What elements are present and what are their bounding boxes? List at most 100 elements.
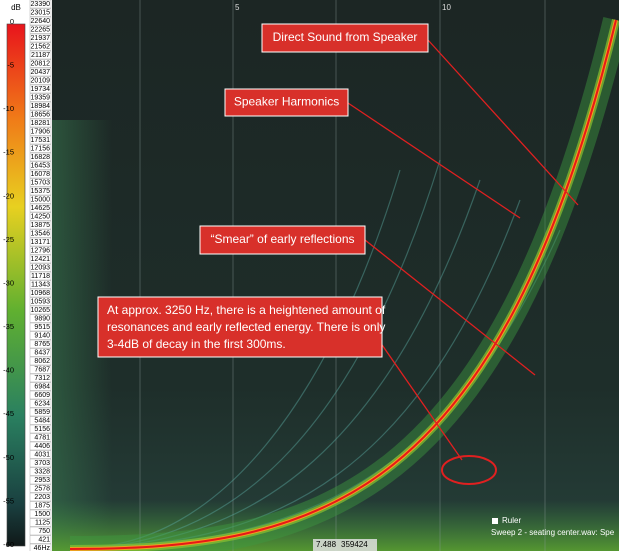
db-label: 0 <box>10 17 14 26</box>
freq-label: 18984 <box>31 103 51 110</box>
freq-label-box <box>29 25 52 34</box>
direct-sound <box>69 16 619 551</box>
arrows <box>347 39 579 485</box>
freq-label: 12421 <box>31 256 51 263</box>
harmonic-curve <box>79 179 481 549</box>
freq-label-box <box>29 416 52 425</box>
freq-label: 5859 <box>34 409 50 416</box>
freq-label-box <box>29 50 52 60</box>
freq-label: 18281 <box>31 120 51 127</box>
annotation-text: resonances and early reflected energy. T… <box>107 320 385 334</box>
freq-label-box <box>29 0 52 9</box>
freq-label-box <box>29 195 52 204</box>
freq-label-box <box>29 441 52 451</box>
freq-label: 46Hz <box>34 545 51 551</box>
freq-label-box <box>29 331 52 340</box>
freq-label-box <box>29 110 52 119</box>
freq-label-box <box>29 16 52 26</box>
time-label: 10 <box>442 3 451 12</box>
db-label: -10 <box>3 104 14 113</box>
freq-label: 2578 <box>34 485 50 492</box>
freq-label-box <box>29 118 52 128</box>
freq-label-box <box>29 314 52 323</box>
freq-label: 2953 <box>34 477 50 484</box>
freq-label-box <box>29 67 52 77</box>
freq-label: 4031 <box>34 451 50 458</box>
freq-label: 1500 <box>34 511 50 518</box>
freq-label: 750 <box>38 528 50 535</box>
freq-label-box <box>29 152 52 162</box>
freq-label: 21187 <box>31 52 50 59</box>
annotation-box <box>224 88 349 117</box>
db-label: -40 <box>3 366 14 375</box>
freq-label: 7687 <box>34 366 50 373</box>
freq-label: 6984 <box>34 383 50 390</box>
legend-ruler: Ruler <box>502 516 521 525</box>
readout-time: 7.488 <box>316 540 337 549</box>
freq-label: 20437 <box>31 69 51 76</box>
freq-label-box <box>29 220 52 230</box>
arrow <box>364 239 536 376</box>
freq-label: 13546 <box>31 230 51 237</box>
color-bar <box>6 23 26 547</box>
freq-label-box <box>29 390 52 400</box>
time-label: 5 <box>235 3 240 12</box>
freq-label: 14625 <box>31 205 51 212</box>
freq-label-box <box>29 229 52 238</box>
db-label: -15 <box>3 148 14 157</box>
harmonic-curve <box>79 169 401 549</box>
readout-value: 359424 <box>341 540 368 549</box>
freq-label: 5156 <box>34 426 50 433</box>
freq-label-box <box>29 76 52 85</box>
freq-label: 5484 <box>34 417 50 424</box>
freq-label: 20812 <box>31 60 51 67</box>
freq-label-box <box>29 305 52 315</box>
annotation-box <box>97 296 383 358</box>
freq-label: 23015 <box>31 9 51 16</box>
freq-label-box <box>29 535 52 544</box>
freq-label-box <box>29 127 52 136</box>
freq-label-box <box>29 339 52 349</box>
freq-label: 23390 <box>31 1 51 8</box>
freq-label-box <box>29 254 52 264</box>
freq-label: 22265 <box>31 26 51 33</box>
freq-label: 15000 <box>31 196 51 203</box>
db-label: -25 <box>3 235 14 244</box>
freq-label-box <box>29 407 52 417</box>
freq-label: 18656 <box>31 111 51 118</box>
freq-label-box <box>29 492 52 502</box>
freq-label: 8765 <box>34 341 50 348</box>
freq-label-box <box>29 356 52 366</box>
legend-sweep: Sweep 2 - seating center.wav: Spe <box>491 528 615 537</box>
freq-label-box <box>29 450 52 459</box>
freq-label: 10265 <box>31 307 51 314</box>
freq-label: 11343 <box>31 281 50 288</box>
freq-label-box <box>29 509 52 519</box>
freq-label: 13875 <box>31 222 51 229</box>
freq-label-box <box>29 33 52 43</box>
db-label: -35 <box>3 322 14 331</box>
freq-label: 10593 <box>31 298 51 305</box>
freq-label-box <box>29 348 52 357</box>
freq-label: 22640 <box>31 18 51 25</box>
freq-label-box <box>29 475 52 485</box>
freq-label-box <box>29 467 52 476</box>
freq-label: 17906 <box>31 128 51 135</box>
freq-label-box <box>29 288 52 298</box>
freq-label: 21562 <box>31 43 51 50</box>
freq-label: 6234 <box>34 400 50 407</box>
freq-label-box <box>29 297 52 306</box>
db-label: -20 <box>3 191 14 200</box>
annotation-box <box>261 23 429 53</box>
freq-label-box <box>29 365 52 374</box>
freq-label: 17531 <box>31 137 51 144</box>
freq-label-box <box>29 484 52 493</box>
db-label: -5 <box>7 61 14 70</box>
db-label: -30 <box>3 278 14 287</box>
freq-label: 9515 <box>34 324 50 331</box>
freq-label-box <box>29 543 52 551</box>
freq-label-box <box>29 59 52 68</box>
annotation-text: Direct Sound from Speaker <box>273 30 418 44</box>
freq-label: 13171 <box>31 239 51 246</box>
